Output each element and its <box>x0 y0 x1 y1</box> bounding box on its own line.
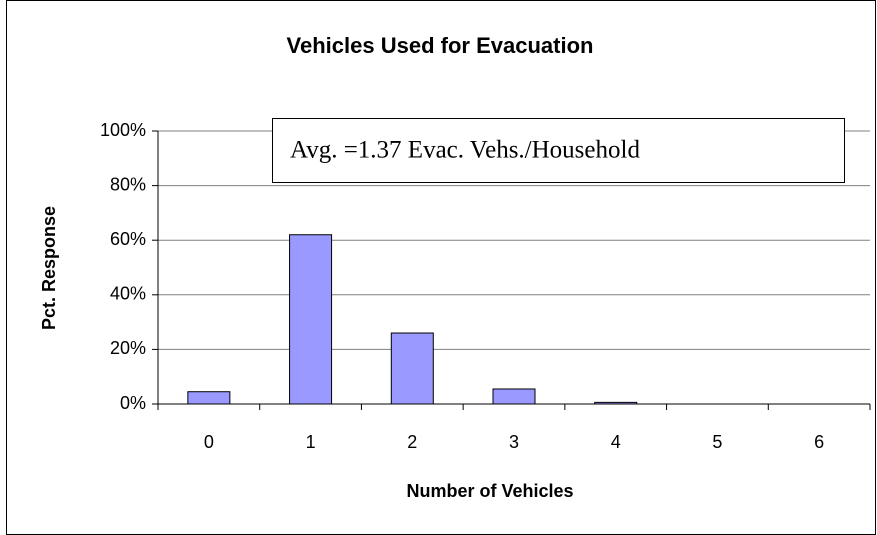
bar <box>187 391 231 405</box>
x-tick-label: 5 <box>712 432 722 452</box>
annotation-box <box>272 118 845 183</box>
y-axis-label: Pct. Response <box>39 206 59 330</box>
x-tick-label: 3 <box>509 432 519 452</box>
bar <box>390 332 434 405</box>
x-tick-label: 1 <box>306 432 316 452</box>
y-tick-label: 100% <box>100 120 146 140</box>
chart-title: Vehicles Used for Evacuation <box>287 33 594 58</box>
x-tick-label: 4 <box>611 432 621 452</box>
annotation: Avg. =1.37 Evac. Vehs./Household <box>290 137 640 164</box>
y-tick-label: 40% <box>110 284 146 304</box>
x-tick-label: 0 <box>204 432 214 452</box>
y-tick-label: 20% <box>110 338 146 358</box>
y-tick-label: 80% <box>110 174 146 194</box>
bar <box>289 234 333 405</box>
x-tick-label: 6 <box>814 432 824 452</box>
chart-border <box>6 0 876 535</box>
y-tick-label: 60% <box>110 229 146 249</box>
x-axis-label: Number of Vehicles <box>406 481 573 501</box>
x-tick-label: 2 <box>407 432 417 452</box>
bar <box>492 388 536 405</box>
y-tick-label: 0% <box>120 393 146 413</box>
